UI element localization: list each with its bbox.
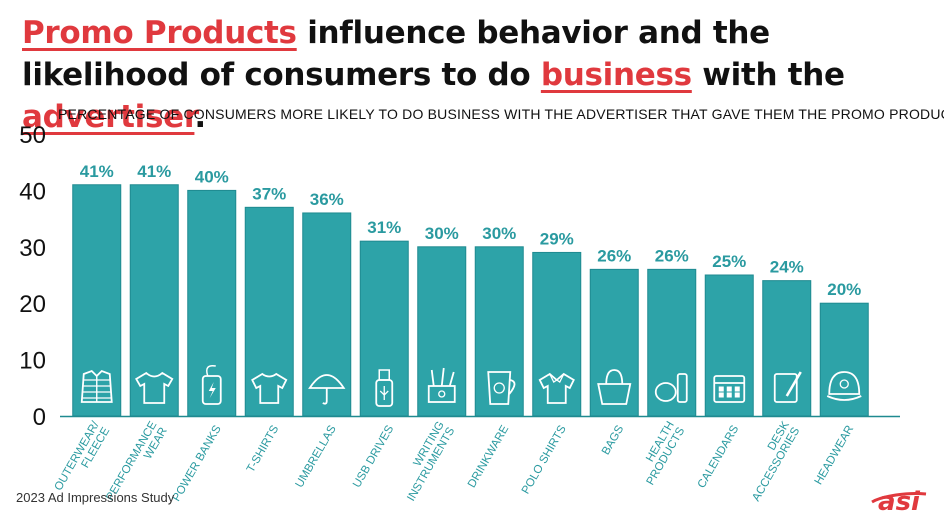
y-tick-label: 40: [19, 178, 46, 205]
x-tick-label: OUTERWEAR/FLEECE: [53, 419, 113, 499]
data-label: 37%: [252, 184, 286, 203]
data-label: 30%: [425, 224, 459, 243]
y-tick-label: 20: [19, 291, 46, 318]
bar: [244, 206, 294, 417]
x-tick-label: DESKACCESSORIES: [740, 419, 802, 503]
pen-cup-icon: [427, 367, 456, 403]
bar: [474, 246, 524, 417]
bar: [532, 251, 582, 417]
bar: [762, 280, 812, 417]
data-label: 41%: [80, 162, 114, 181]
headline-highlight-advertiser: advertiser: [22, 99, 195, 135]
performance-shirt-icon: [135, 371, 174, 404]
y-tick-label: 0: [33, 404, 46, 431]
y-tick-label: 10: [19, 348, 46, 375]
data-label: 29%: [540, 229, 574, 248]
x-tick-label: POWER BANKS: [171, 423, 224, 503]
umbrella-icon: [308, 374, 346, 405]
x-tick-label: HEADWEAR: [813, 424, 857, 488]
bar: [302, 212, 352, 417]
svg-text:asi: asi: [878, 487, 921, 516]
x-tick-label: POLO SHIRTS: [520, 423, 569, 496]
y-tick-label: 50: [19, 122, 46, 149]
data-label: 25%: [712, 252, 746, 271]
usb-drive-icon: [375, 369, 394, 407]
x-tick-label: UMBRELLAS: [294, 423, 339, 490]
y-tick-label: 30: [19, 235, 46, 262]
x-tick-label: WRITINGINSTRUMENTS: [395, 419, 457, 503]
data-label: 36%: [310, 190, 344, 209]
data-label: 31%: [367, 218, 401, 237]
data-label: 20%: [827, 280, 861, 299]
t-shirt-icon: [251, 372, 288, 404]
data-label: 24%: [770, 258, 804, 277]
bar: [187, 189, 237, 417]
chart-title: PERCENTAGE OF CONSUMERS MORE LIKELY TO D…: [58, 106, 944, 122]
data-label: 41%: [137, 162, 171, 181]
source-note: 2023 Ad Impressions Study: [16, 490, 175, 505]
x-tick-label: USB DRIVES: [351, 423, 396, 490]
bar: [819, 302, 869, 417]
x-tick-label: BAGS: [600, 423, 627, 457]
asi-logo: asi: [871, 487, 927, 516]
x-tick-label: T-SHIRTS: [245, 423, 282, 474]
headline-text-2: with the: [691, 57, 845, 93]
data-label: 26%: [597, 246, 631, 265]
headline: Promo Products influence behavior and th…: [22, 12, 922, 138]
headline-text-1: influence behavior and the likelihood of…: [22, 15, 770, 93]
power-bank-icon: [201, 364, 222, 405]
data-label: 30%: [482, 224, 516, 243]
bar: [589, 268, 639, 417]
headline-highlight-promo-products: Promo Products: [22, 15, 297, 51]
calendar-icon: [713, 375, 746, 403]
cap-icon: [826, 371, 862, 401]
data-label: 40%: [195, 167, 229, 186]
x-tick-label: HEALTHPRODUCTS: [634, 419, 687, 487]
notepad-pen-icon: [773, 371, 802, 403]
polo-shirt-icon: [538, 372, 575, 404]
bar: [647, 268, 697, 417]
data-label: 26%: [655, 246, 689, 265]
y-axis: 0 10 20 30 40 50: [19, 122, 46, 431]
bag-icon: [597, 369, 632, 405]
health-products-icon: [654, 373, 688, 403]
headline-highlight-business: business: [540, 57, 692, 93]
headline-text-3: .: [194, 99, 206, 135]
x-tick-label: CALENDARS: [696, 423, 742, 490]
jacket-icon: [80, 369, 113, 403]
drinkware-cup-icon: [487, 371, 516, 405]
bar: [417, 246, 467, 417]
x-tick-label: DRINKWARE: [466, 423, 511, 490]
